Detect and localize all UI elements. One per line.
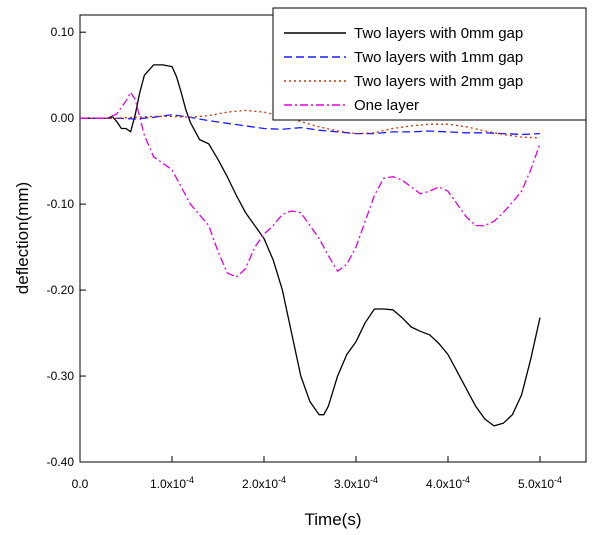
y-axis-ticks: 0.10 0.00 -0.10 -0.20 -0.30 -0.40 (47, 25, 86, 469)
x-tick-label: 0.0 (72, 477, 89, 491)
x-tick-label: 5.0x10-4 (518, 475, 562, 491)
series-line-1 (80, 64, 541, 427)
legend-label: One layer (354, 97, 419, 114)
legend-label: Two layers with 2mm gap (354, 73, 523, 90)
y-tick-label: -0.10 (47, 197, 75, 211)
y-tick-label: 0.00 (51, 111, 75, 125)
series-lines (80, 64, 541, 427)
series-line-2 (80, 114, 541, 136)
y-tick-label: -0.20 (47, 283, 75, 297)
x-tick-label: 3.0x10-4 (334, 475, 378, 491)
x-tick-label: 1.0x10-4 (150, 475, 194, 491)
x-axis-ticks: 0.0 1.0x10-4 2.0x10-4 3.0x10-4 4.0x10-4 5.0x1… (72, 456, 562, 491)
series-line-3 (80, 109, 541, 139)
y-axis-title: deflection(mm) (13, 182, 32, 294)
legend-box (272, 7, 587, 121)
x-tick-label: 4.0x10-4 (426, 475, 470, 491)
series-line-4 (80, 91, 541, 278)
x-axis-title: Time(s) (305, 510, 362, 529)
y-tick-label: 0.10 (51, 25, 75, 39)
x-tick-label: 2.0x10-4 (242, 475, 286, 491)
y-tick-label: -0.30 (47, 369, 75, 383)
legend: Two layers with 0mm gap Two layers with 1… (272, 7, 587, 121)
legend-items: Two layers with 0mm gap Two layers with 1… (284, 25, 523, 114)
legend-label: Two layers with 0mm gap (354, 25, 523, 42)
y-tick-label: -0.40 (47, 455, 75, 469)
legend-label: Two layers with 1mm gap (354, 49, 523, 66)
